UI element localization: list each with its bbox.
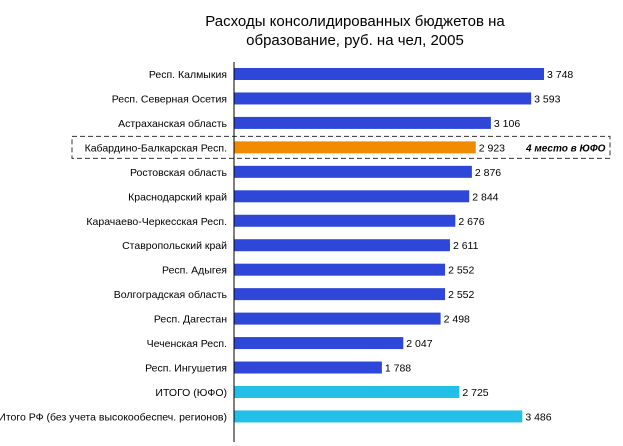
- bar: [234, 165, 472, 178]
- value-label: 2 611: [453, 240, 479, 252]
- bar: [234, 68, 544, 80]
- annotation-label: 4 место в ЮФО: [525, 143, 606, 154]
- category-label: Кабардино-Балкарская Респ.: [85, 142, 227, 154]
- bar: [234, 288, 446, 301]
- chart-title-line-2: образование, руб. на чел, 2005: [246, 32, 464, 49]
- category-label: ИТОГО (ЮФО): [155, 387, 227, 399]
- bar: [234, 239, 450, 252]
- bar: [234, 337, 404, 350]
- category-label: Респ. Адыгея: [162, 265, 227, 277]
- value-label: 2 047: [406, 338, 432, 350]
- value-label: 3 593: [534, 93, 560, 105]
- bar: [234, 92, 532, 105]
- value-label: 3 486: [525, 411, 551, 423]
- value-label: 2 876: [475, 167, 501, 179]
- value-label: 2 552: [448, 265, 474, 277]
- bar: [234, 410, 523, 423]
- category-label: Итого РФ (без учета высокообеспеч. регио…: [0, 411, 227, 423]
- value-label: 1 788: [385, 363, 411, 375]
- bar: [234, 312, 441, 325]
- bar: [234, 116, 491, 129]
- bar: [234, 141, 476, 154]
- value-label: 2 725: [462, 387, 488, 399]
- category-label: Чеченская Респ.: [147, 338, 227, 350]
- bar: [234, 190, 470, 203]
- value-label: 2 923: [479, 142, 505, 154]
- value-label: 2 498: [444, 314, 470, 326]
- value-label: 3 748: [547, 69, 573, 81]
- category-label: Ростовская область: [130, 167, 228, 179]
- category-label: Краснодарский край: [128, 191, 227, 203]
- bar: [234, 361, 382, 374]
- bar: [234, 385, 460, 398]
- category-label: Респ. Калмыкия: [149, 69, 227, 81]
- value-label: 2 844: [472, 191, 498, 203]
- category-label: Респ. Ингушетия: [145, 363, 227, 375]
- category-label: Респ. Дагестан: [154, 314, 227, 326]
- category-label: Карачаево-Черкесская Респ.: [86, 216, 227, 228]
- bar: [234, 263, 446, 276]
- category-label: Астраханская область: [118, 118, 227, 130]
- annotation-box: [71, 135, 611, 159]
- category-label: Ставропольский край: [122, 240, 227, 252]
- category-label: Волгоградская область: [114, 289, 228, 301]
- category-label: Респ. Северная Осетия: [112, 93, 227, 105]
- value-label: 3 106: [494, 118, 520, 130]
- value-label: 2 552: [448, 289, 474, 301]
- value-label: 2 676: [458, 216, 484, 228]
- chart-title: Расходы консолидированных бюджетов на об…: [195, 12, 515, 50]
- bar: [234, 214, 456, 227]
- chart-title-line-1: Расходы консолидированных бюджетов на: [205, 13, 505, 30]
